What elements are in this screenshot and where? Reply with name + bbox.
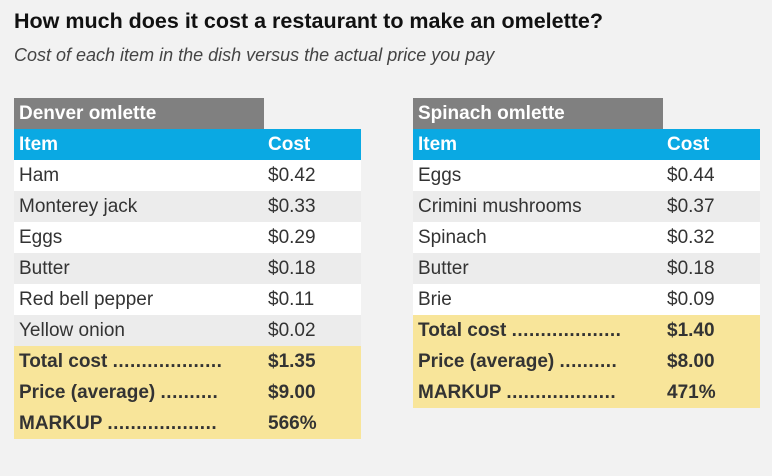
table-header: Item Cost [413,129,760,160]
table-header: Item Cost [14,129,361,160]
table-row: Eggs $0.44 [413,160,760,191]
item-cost: $0.29 [268,226,316,248]
leader-dots: ................... [112,350,223,372]
item-name: Butter [19,257,70,279]
column-header-cost: Cost [268,133,311,155]
table-row: Yellow onion $0.02 [14,315,361,346]
table-row: Monterey jack $0.33 [14,191,361,222]
item-cost: $0.37 [667,195,715,217]
item-name: Eggs [418,164,462,186]
summary-value: $1.35 [268,350,316,372]
summary-row-price: Price (average) .......... $9.00 [14,377,361,408]
item-cost: $0.42 [268,164,316,186]
leader-dots: ................... [511,319,622,341]
summary-value: $8.00 [667,350,715,372]
item-name: Red bell pepper [19,288,154,310]
item-cost: $0.44 [667,164,715,186]
item-cost: $0.18 [667,257,715,279]
spinach-omelette-table: Spinach omlette Item Cost Eggs $0.44 Cri… [413,98,760,408]
summary-value: 471% [667,381,716,403]
summary-row-markup: MARKUP ................... 471% [413,377,760,408]
column-header-item: Item [418,133,458,155]
summary-value: 566% [268,412,317,434]
denver-omelette-table: Denver omlette Item Cost Ham $0.42 Monte… [14,98,361,439]
item-name: Yellow onion [19,319,125,341]
dish-name: Denver omlette [14,98,264,129]
leader-dots: ................... [506,381,617,403]
summary-row-total-cost: Total cost ................... $1.35 [14,346,361,377]
table-row: Brie $0.09 [413,284,760,315]
table-row: Ham $0.42 [14,160,361,191]
leader-dots: .......... [160,381,219,403]
dish-name: Spinach omlette [413,98,663,129]
leader-dots: ................... [107,412,218,434]
column-header-item: Item [19,133,59,155]
item-name: Brie [418,288,452,310]
leader-dots: .......... [559,350,618,372]
summary-label: MARKUP [418,381,502,403]
item-cost: $0.09 [667,288,715,310]
summary-label: Total cost [418,319,507,341]
summary-value: $1.40 [667,319,715,341]
table-row: Butter $0.18 [413,253,760,284]
summary-row-price: Price (average) .......... $8.00 [413,346,760,377]
summary-value: $9.00 [268,381,316,403]
summary-label: Price (average) [19,381,156,403]
item-name: Monterey jack [19,195,138,217]
summary-label: Total cost [19,350,108,372]
summary-row-markup: MARKUP ................... 566% [14,408,361,439]
table-row: Eggs $0.29 [14,222,361,253]
item-cost: $0.18 [268,257,316,279]
table-row: Red bell pepper $0.11 [14,284,361,315]
page-title: How much does it cost a restaurant to ma… [14,9,604,33]
item-name: Spinach [418,226,487,248]
summary-label: Price (average) [418,350,555,372]
item-name: Eggs [19,226,63,248]
page-subtitle: Cost of each item in the dish versus the… [14,45,495,65]
item-cost: $0.32 [667,226,715,248]
table-row: Spinach $0.32 [413,222,760,253]
table-row: Crimini mushrooms $0.37 [413,191,760,222]
item-cost: $0.02 [268,319,316,341]
table-row: Butter $0.18 [14,253,361,284]
item-name: Crimini mushrooms [418,195,582,217]
summary-label: MARKUP [19,412,103,434]
item-name: Butter [418,257,469,279]
column-header-cost: Cost [667,133,710,155]
item-name: Ham [19,164,60,186]
summary-row-total-cost: Total cost ................... $1.40 [413,315,760,346]
item-cost: $0.33 [268,195,316,217]
item-cost: $0.11 [268,288,315,310]
